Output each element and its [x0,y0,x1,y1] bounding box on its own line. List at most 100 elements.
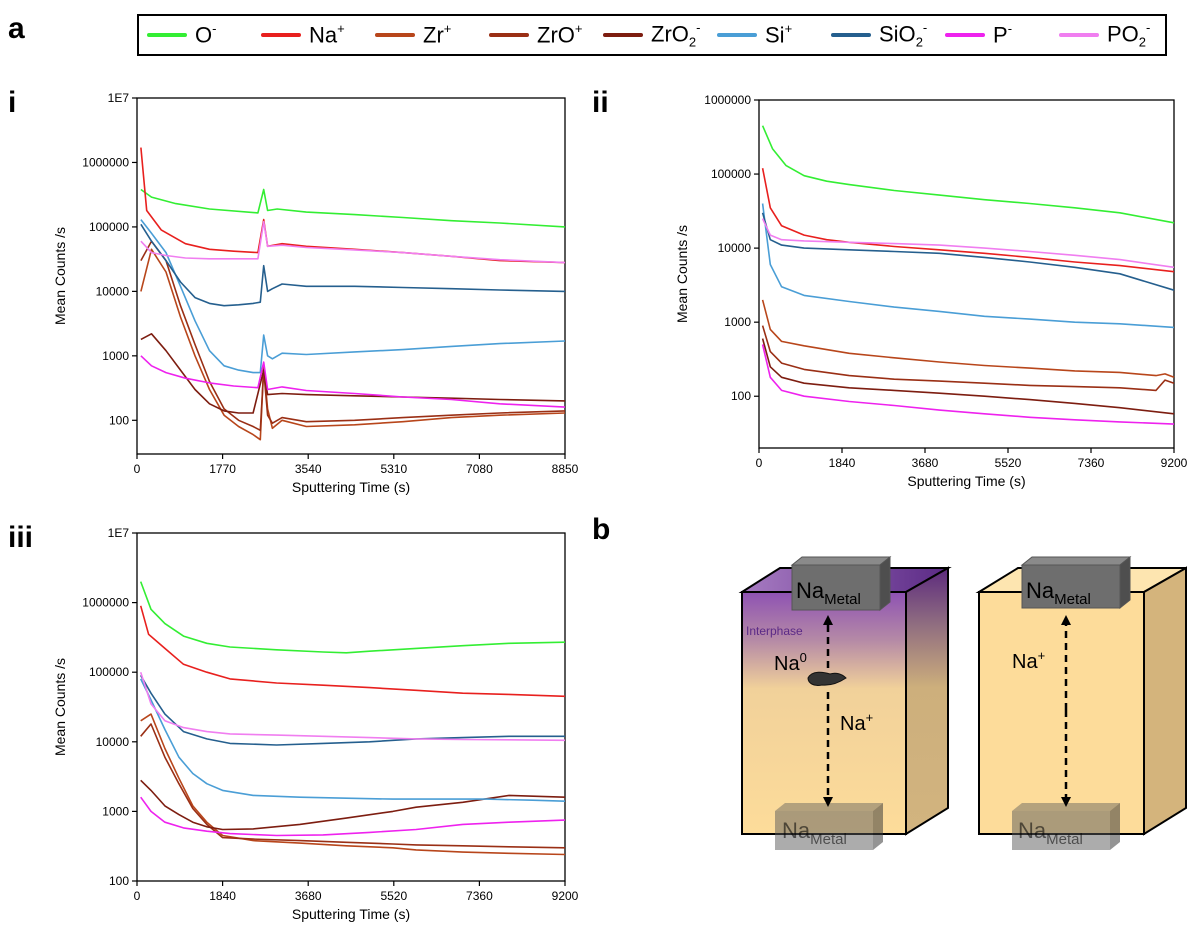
x-tick-label: 3540 [295,462,322,476]
x-tick-label: 3680 [912,456,939,470]
left-block-front-face [741,591,907,835]
y-tick-label: 1E7 [108,526,130,540]
series-line-zro [761,325,1175,392]
legend-item: Si+ [717,20,792,50]
right-block-side-face [1143,566,1187,836]
series-line-si [140,219,566,374]
y-axis-label: Mean Counts /s [674,225,690,323]
left-bottom-metal-label: NaMetal [782,818,847,848]
x-tick-label: 0 [134,889,141,903]
legend-swatch [375,33,415,37]
legend-item: Zr+ [375,20,451,50]
series-line-zro [140,240,566,432]
series-line-o [761,125,1175,224]
series-line-po2 [139,671,566,742]
left-block-side-face [905,566,949,836]
plot-frame [136,532,566,882]
x-tick-label: 7360 [466,889,493,903]
panel-label: iii [8,521,33,554]
series-line-po2 [761,218,1175,269]
series-line-zr [761,299,1175,379]
x-tick-label: 5520 [995,456,1022,470]
series-line-o [139,581,566,654]
series-line-na [139,605,566,698]
legend-item: ZrO+ [489,20,582,50]
right-bottom-metal-front [1012,811,1110,850]
y-tick-label: 1000 [102,804,129,818]
y-tick-label: 10000 [718,241,752,255]
y-axis-label: Mean Counts /s [52,227,68,325]
legend-swatch [831,33,871,37]
x-tick-label: 3680 [295,889,322,903]
left-top-metal-label: NaMetal [796,578,861,608]
series-line-sio2 [761,212,1175,291]
x-tick-label: 9200 [552,889,579,903]
legend-label: Zr+ [423,20,452,48]
legend-item: ZrO2- [603,20,700,50]
x-axis-label: Sputtering Time (s) [292,906,410,922]
legend-label: O- [195,20,217,48]
legend-label: ZrO+ [537,20,583,48]
series-line-o [140,188,566,228]
legend-swatch [1059,33,1099,37]
y-tick-label: 100000 [711,167,751,181]
chart-panel-ii: ii 0 1840 3680 5520 7360 9200 100 1000 10000 10000… [592,86,1187,489]
legend-swatch [261,33,301,37]
right-top-metal-side [1119,555,1131,610]
left-top-metal-front [791,564,881,611]
x-tick-label: 5520 [380,889,407,903]
series-line-po2 [140,221,566,264]
x-axis-label: Sputtering Time (s) [292,479,410,495]
right-top-metal-label: NaMetal [1026,578,1091,608]
na0-deposit-shape [807,671,847,686]
y-tick-label: 100 [731,389,751,403]
legend-swatch [489,33,529,37]
x-tick-label: 0 [756,456,763,470]
right-top-metal-top [1020,556,1132,566]
panel-label: i [8,86,16,119]
y-tick-label: 100000 [89,220,129,234]
na0-label: Na0 [774,650,807,675]
panel-label: ii [592,86,609,119]
legend-label: Na+ [309,20,345,48]
series-line-sio2 [140,223,566,307]
x-tick-label: 7080 [466,462,493,476]
series-line-zro2 [140,779,566,831]
legend-label: ZrO2- [651,19,701,50]
x-tick-label: 0 [134,462,141,476]
series-line-sio2 [140,674,565,746]
x-tick-label: 1840 [209,889,236,903]
left-na-plus-label: Na+ [840,710,873,735]
right-top-metal-front [1021,564,1121,609]
series-line-zr [140,248,566,441]
right-bottom-metal-label: NaMetal [1018,818,1083,848]
y-tick-label: 1000000 [82,155,129,169]
y-tick-label: 10000 [96,735,130,749]
series-line-zro [140,723,566,849]
y-tick-label: 100 [109,874,129,888]
x-tick-label: 9200 [1161,456,1187,470]
series-line-zro2 [140,332,566,414]
chart-panel-i: i 0 1770 3540 5310 7080 8850 100 1000 10000 100000… [8,86,579,495]
legend-item: O- [147,20,216,50]
series-line-p [140,796,566,837]
series-line-na [761,168,1175,273]
legend-item: Na+ [261,20,345,50]
legend-label: PO2- [1107,19,1151,50]
right-bottom-metal-top [1012,803,1120,811]
interphase-label: Interphase [746,624,803,638]
right-na-plus-label: Na+ [1012,648,1045,673]
plot-frame [758,99,1175,449]
legend-label: P- [993,20,1013,48]
chart-legend: O- Na+ Zr+ ZrO+ ZrO2- Si+ SiO2- P- PO2- [137,14,1167,56]
left-top-metal-side [879,555,891,612]
series-line-si [761,203,1175,329]
legend-label: SiO2- [879,19,928,50]
series-line-p [140,355,566,408]
legend-swatch [147,33,187,37]
chart-panel-iii: iii 0 1840 3680 5520 7360 9200 100 1000 10000 1000… [8,521,579,922]
plot-frame [136,97,566,455]
panel-letter-a: a [8,12,25,45]
x-axis-label: Sputtering Time (s) [907,473,1025,489]
legend-swatch [945,33,985,37]
